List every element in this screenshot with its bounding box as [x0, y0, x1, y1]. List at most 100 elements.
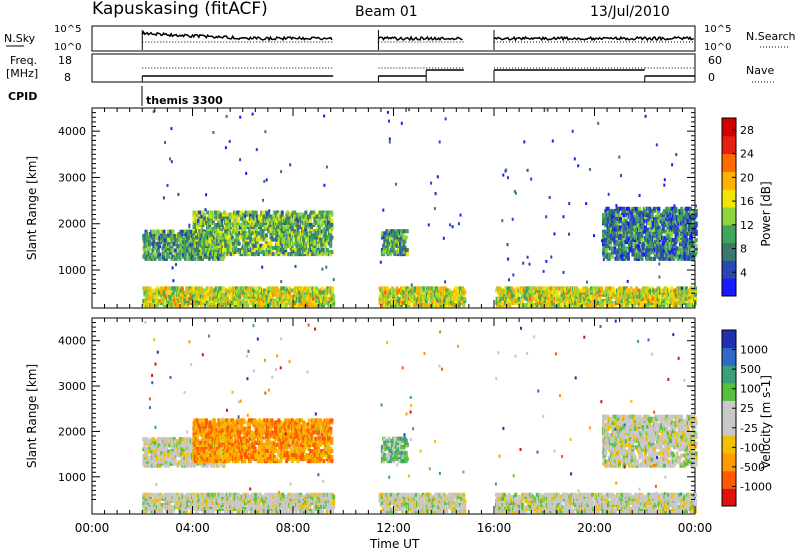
data-cell — [658, 263, 660, 266]
data-cell — [695, 213, 698, 217]
data-cell — [330, 227, 333, 231]
data-cell — [198, 211, 201, 215]
data-cell — [184, 253, 187, 257]
data-cell — [282, 238, 285, 242]
data-cell — [323, 184, 325, 187]
data-cell — [225, 146, 227, 149]
data-cell — [280, 280, 282, 283]
data-cell — [268, 286, 271, 290]
data-cell — [568, 233, 570, 236]
data-cell — [444, 280, 446, 283]
data-cell — [662, 230, 664, 233]
data-cell — [317, 221, 320, 225]
data-cell — [507, 243, 509, 246]
data-cell — [167, 286, 170, 290]
data-cell — [330, 223, 333, 227]
data-cell — [254, 286, 257, 290]
data-cell — [463, 291, 466, 295]
data-cell — [463, 297, 466, 301]
data-cell — [245, 172, 247, 175]
data-cell — [674, 207, 677, 211]
data-cell — [323, 115, 325, 118]
data-cell — [589, 168, 591, 171]
nsearch-tick-top: 10^5 — [704, 24, 731, 35]
data-cell — [211, 211, 214, 215]
data-cell — [600, 286, 603, 290]
data-cell — [686, 251, 689, 255]
data-cell — [527, 256, 529, 259]
data-cell — [406, 248, 409, 252]
data-cell — [261, 266, 263, 269]
data-cell — [262, 199, 264, 202]
data-cell — [527, 169, 529, 172]
data-cell — [545, 215, 547, 218]
data-cell — [627, 280, 629, 283]
data-cell — [239, 227, 241, 230]
data-cell — [265, 233, 268, 237]
data-cell — [658, 276, 660, 279]
data-cell — [175, 263, 177, 266]
data-cell — [452, 225, 454, 228]
data-cell — [686, 246, 689, 250]
freq-label: Freq. — [10, 54, 37, 67]
data-cell — [671, 163, 673, 166]
data-cell — [209, 252, 211, 255]
data-cell — [639, 194, 641, 197]
data-cell — [388, 120, 390, 123]
data-cell — [695, 204, 697, 207]
data-cell — [574, 157, 576, 160]
data-cell — [675, 153, 677, 156]
data-cell — [522, 262, 524, 265]
data-cell — [609, 240, 612, 244]
data-cell — [645, 115, 647, 118]
data-cell — [172, 279, 174, 282]
data-cell — [283, 233, 286, 237]
data-cell — [572, 130, 574, 133]
data-cell — [206, 211, 209, 215]
data-cell — [577, 164, 579, 167]
y-tick-label: 1000 — [58, 264, 86, 277]
data-cell — [523, 140, 525, 143]
data-cell — [612, 228, 614, 231]
data-cell — [163, 196, 165, 199]
data-cell — [502, 174, 504, 177]
data-cell — [411, 283, 413, 286]
data-cell — [188, 226, 190, 229]
data-cell — [501, 219, 503, 222]
data-cell — [330, 250, 333, 254]
y-tick-label: 2000 — [58, 218, 86, 231]
data-cell — [435, 192, 437, 195]
data-cell — [205, 193, 207, 196]
data-cell — [254, 245, 256, 248]
data-cell — [332, 295, 335, 299]
data-cell — [529, 263, 531, 266]
data-cell — [405, 236, 408, 240]
data-cell — [387, 111, 389, 114]
data-cell — [239, 158, 241, 161]
data-cell — [521, 299, 524, 303]
data-cell — [212, 131, 214, 134]
data-cell — [321, 286, 324, 290]
data-cell — [289, 163, 291, 166]
data-cell — [154, 253, 157, 257]
data-cell — [430, 182, 432, 185]
data-cell — [585, 202, 587, 205]
y-tick-label: 4000 — [58, 125, 86, 138]
data-cell — [547, 109, 549, 112]
data-cell — [169, 157, 171, 160]
data-cell — [563, 271, 565, 274]
data-cell — [653, 257, 656, 261]
data-cell — [530, 178, 532, 181]
cpid-value: themis 3300 — [146, 94, 223, 107]
data-cell — [174, 238, 177, 242]
data-cell — [263, 180, 265, 183]
data-cell — [329, 242, 332, 246]
data-cell — [611, 255, 614, 259]
data-cell — [193, 257, 196, 261]
data-cell — [610, 246, 613, 250]
data-cell — [389, 137, 391, 140]
data-cell — [549, 196, 551, 199]
nsky-label: N.Sky — [4, 32, 36, 45]
data-cell — [695, 209, 698, 213]
data-cell — [206, 297, 209, 301]
